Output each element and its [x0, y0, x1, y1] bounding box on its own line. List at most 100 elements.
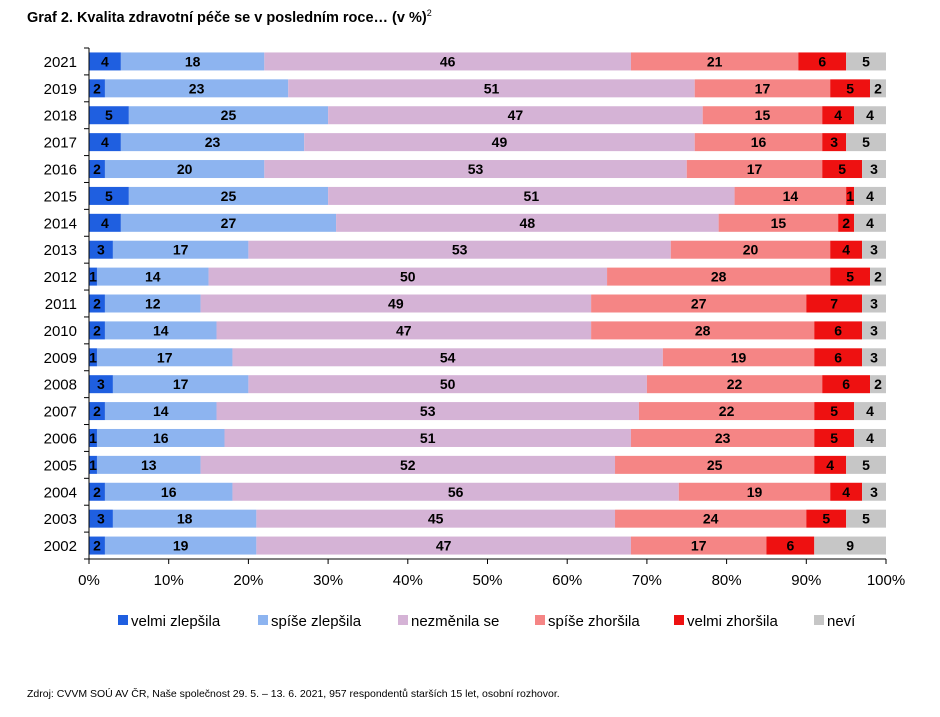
data-label: 3: [97, 242, 105, 258]
bar-segment: [846, 186, 855, 205]
data-label: 3: [870, 322, 878, 338]
data-label: 49: [388, 296, 404, 312]
bar-segment: [89, 106, 129, 125]
data-label: 6: [834, 322, 842, 338]
y-tick-label: 2009: [44, 350, 77, 367]
legend-label: velmi zhoršila: [687, 613, 779, 630]
y-tick-label: 2005: [44, 457, 77, 474]
data-label: 53: [452, 242, 468, 258]
bar-segment: [607, 267, 831, 286]
y-tick-label: 2007: [44, 404, 77, 421]
y-tick-label: 2016: [44, 162, 77, 179]
data-label: 21: [707, 53, 723, 69]
bar-segment: [89, 186, 129, 205]
bar-segment: [591, 294, 807, 313]
bar-segment: [806, 509, 847, 528]
y-tick-label: 2017: [44, 135, 77, 152]
bar-segment: [870, 375, 886, 394]
data-label: 2: [93, 484, 101, 500]
y-tick-label: 2006: [44, 430, 77, 447]
data-label: 1: [89, 457, 97, 473]
bar-segment: [734, 186, 847, 205]
x-tick-label: 40%: [393, 572, 423, 589]
data-label: 6: [818, 53, 826, 69]
bar-segment: [830, 240, 863, 259]
data-label: 4: [866, 215, 874, 231]
bar-segment: [830, 482, 863, 501]
data-label: 5: [105, 107, 113, 123]
bar-segment: [120, 133, 305, 152]
data-label: 47: [396, 322, 412, 338]
bar-segment: [216, 402, 639, 421]
bar-segment: [830, 79, 871, 98]
bar-segment: [89, 267, 97, 286]
bar-segment: [336, 213, 719, 232]
data-label: 6: [786, 538, 794, 554]
data-label: 14: [145, 269, 161, 285]
y-tick-label: 2002: [44, 538, 77, 555]
bar-segment: [112, 375, 249, 394]
bar-segment: [846, 52, 886, 71]
bar-segment: [248, 375, 647, 394]
data-label: 3: [97, 511, 105, 527]
legend-swatch: [258, 615, 268, 625]
bar-segment: [814, 402, 855, 421]
y-tick-label: 2004: [44, 484, 77, 501]
bar-segment: [89, 375, 113, 394]
bar-segment: [638, 402, 815, 421]
bar-segment: [104, 79, 289, 98]
data-label: 23: [189, 80, 205, 96]
bar-segment: [104, 482, 233, 501]
data-label: 15: [771, 215, 787, 231]
bar-segment: [615, 509, 807, 528]
data-label: 4: [101, 53, 109, 69]
bar-segment: [854, 213, 886, 232]
bar-segment: [288, 79, 695, 98]
bar-segment: [328, 106, 703, 125]
x-tick-label: 90%: [791, 572, 821, 589]
data-label: 2: [842, 215, 850, 231]
data-label: 2: [93, 80, 101, 96]
bar-segment: [120, 213, 337, 232]
bar-segment: [248, 240, 671, 259]
data-label: 13: [141, 457, 157, 473]
bar-segment: [96, 455, 201, 474]
data-label: 5: [846, 269, 854, 285]
data-label: 3: [870, 242, 878, 258]
bar-segment: [846, 133, 886, 152]
legend-label: velmi zlepšila: [131, 613, 221, 630]
data-label: 3: [870, 484, 878, 500]
data-label: 54: [440, 349, 456, 365]
bar-segment: [304, 133, 695, 152]
bar-segment: [630, 428, 815, 447]
bar-segment: [89, 536, 105, 555]
data-label: 46: [440, 53, 456, 69]
data-label: 2: [874, 269, 882, 285]
data-label: 27: [221, 215, 237, 231]
data-label: 19: [173, 538, 189, 554]
legend-swatch: [118, 615, 128, 625]
data-label: 4: [866, 188, 874, 204]
bar-segment: [862, 240, 886, 259]
data-label: 4: [834, 107, 842, 123]
x-tick-label: 30%: [313, 572, 343, 589]
data-label: 17: [755, 80, 771, 96]
data-label: 45: [428, 511, 444, 527]
bar-segment: [822, 160, 863, 179]
bar-segment: [104, 294, 201, 313]
data-label: 4: [842, 484, 850, 500]
data-label: 14: [153, 322, 169, 338]
bar-segment: [96, 267, 209, 286]
data-label: 14: [153, 403, 169, 419]
data-label: 15: [755, 107, 771, 123]
bar-segment: [89, 482, 105, 501]
data-label: 18: [177, 511, 193, 527]
bar-segment: [208, 267, 608, 286]
bar-segment: [822, 106, 855, 125]
bar-segment: [89, 348, 97, 367]
bar-segment: [89, 294, 105, 313]
bar-segment: [104, 536, 257, 555]
data-label: 5: [862, 457, 870, 473]
data-label: 20: [177, 161, 193, 177]
